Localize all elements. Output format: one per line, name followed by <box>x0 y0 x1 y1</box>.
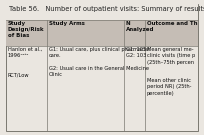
Bar <box>6 20 198 46</box>
Text: Study
Design/Risk
of Bias: Study Design/Risk of Bias <box>8 21 44 38</box>
Text: Hanlon et al.,
1996¹²³⁴


RCT/Low: Hanlon et al., 1996¹²³⁴ RCT/Low <box>8 47 42 77</box>
Text: Study Arms: Study Arms <box>49 21 85 26</box>
Text: Outcome and Th: Outcome and Th <box>147 21 197 26</box>
Text: Table 56.   Number of outpatient visits: Summary of results.: Table 56. Number of outpatient visits: S… <box>9 6 204 12</box>
Bar <box>6 4 198 20</box>
Text: G1: 105
G2: 103: G1: 105 G2: 103 <box>126 47 146 58</box>
Text: N
Analyzed: N Analyzed <box>126 21 154 32</box>
Text: G1: Usual care, plus clinical pharmacist
care.

G2: Usual care in the General Me: G1: Usual care, plus clinical pharmacist… <box>49 47 150 77</box>
Text: Mean general me-
clinic visits (time p
(25th–75th percen


Mean other clinic
per: Mean general me- clinic visits (time p (… <box>147 47 195 96</box>
